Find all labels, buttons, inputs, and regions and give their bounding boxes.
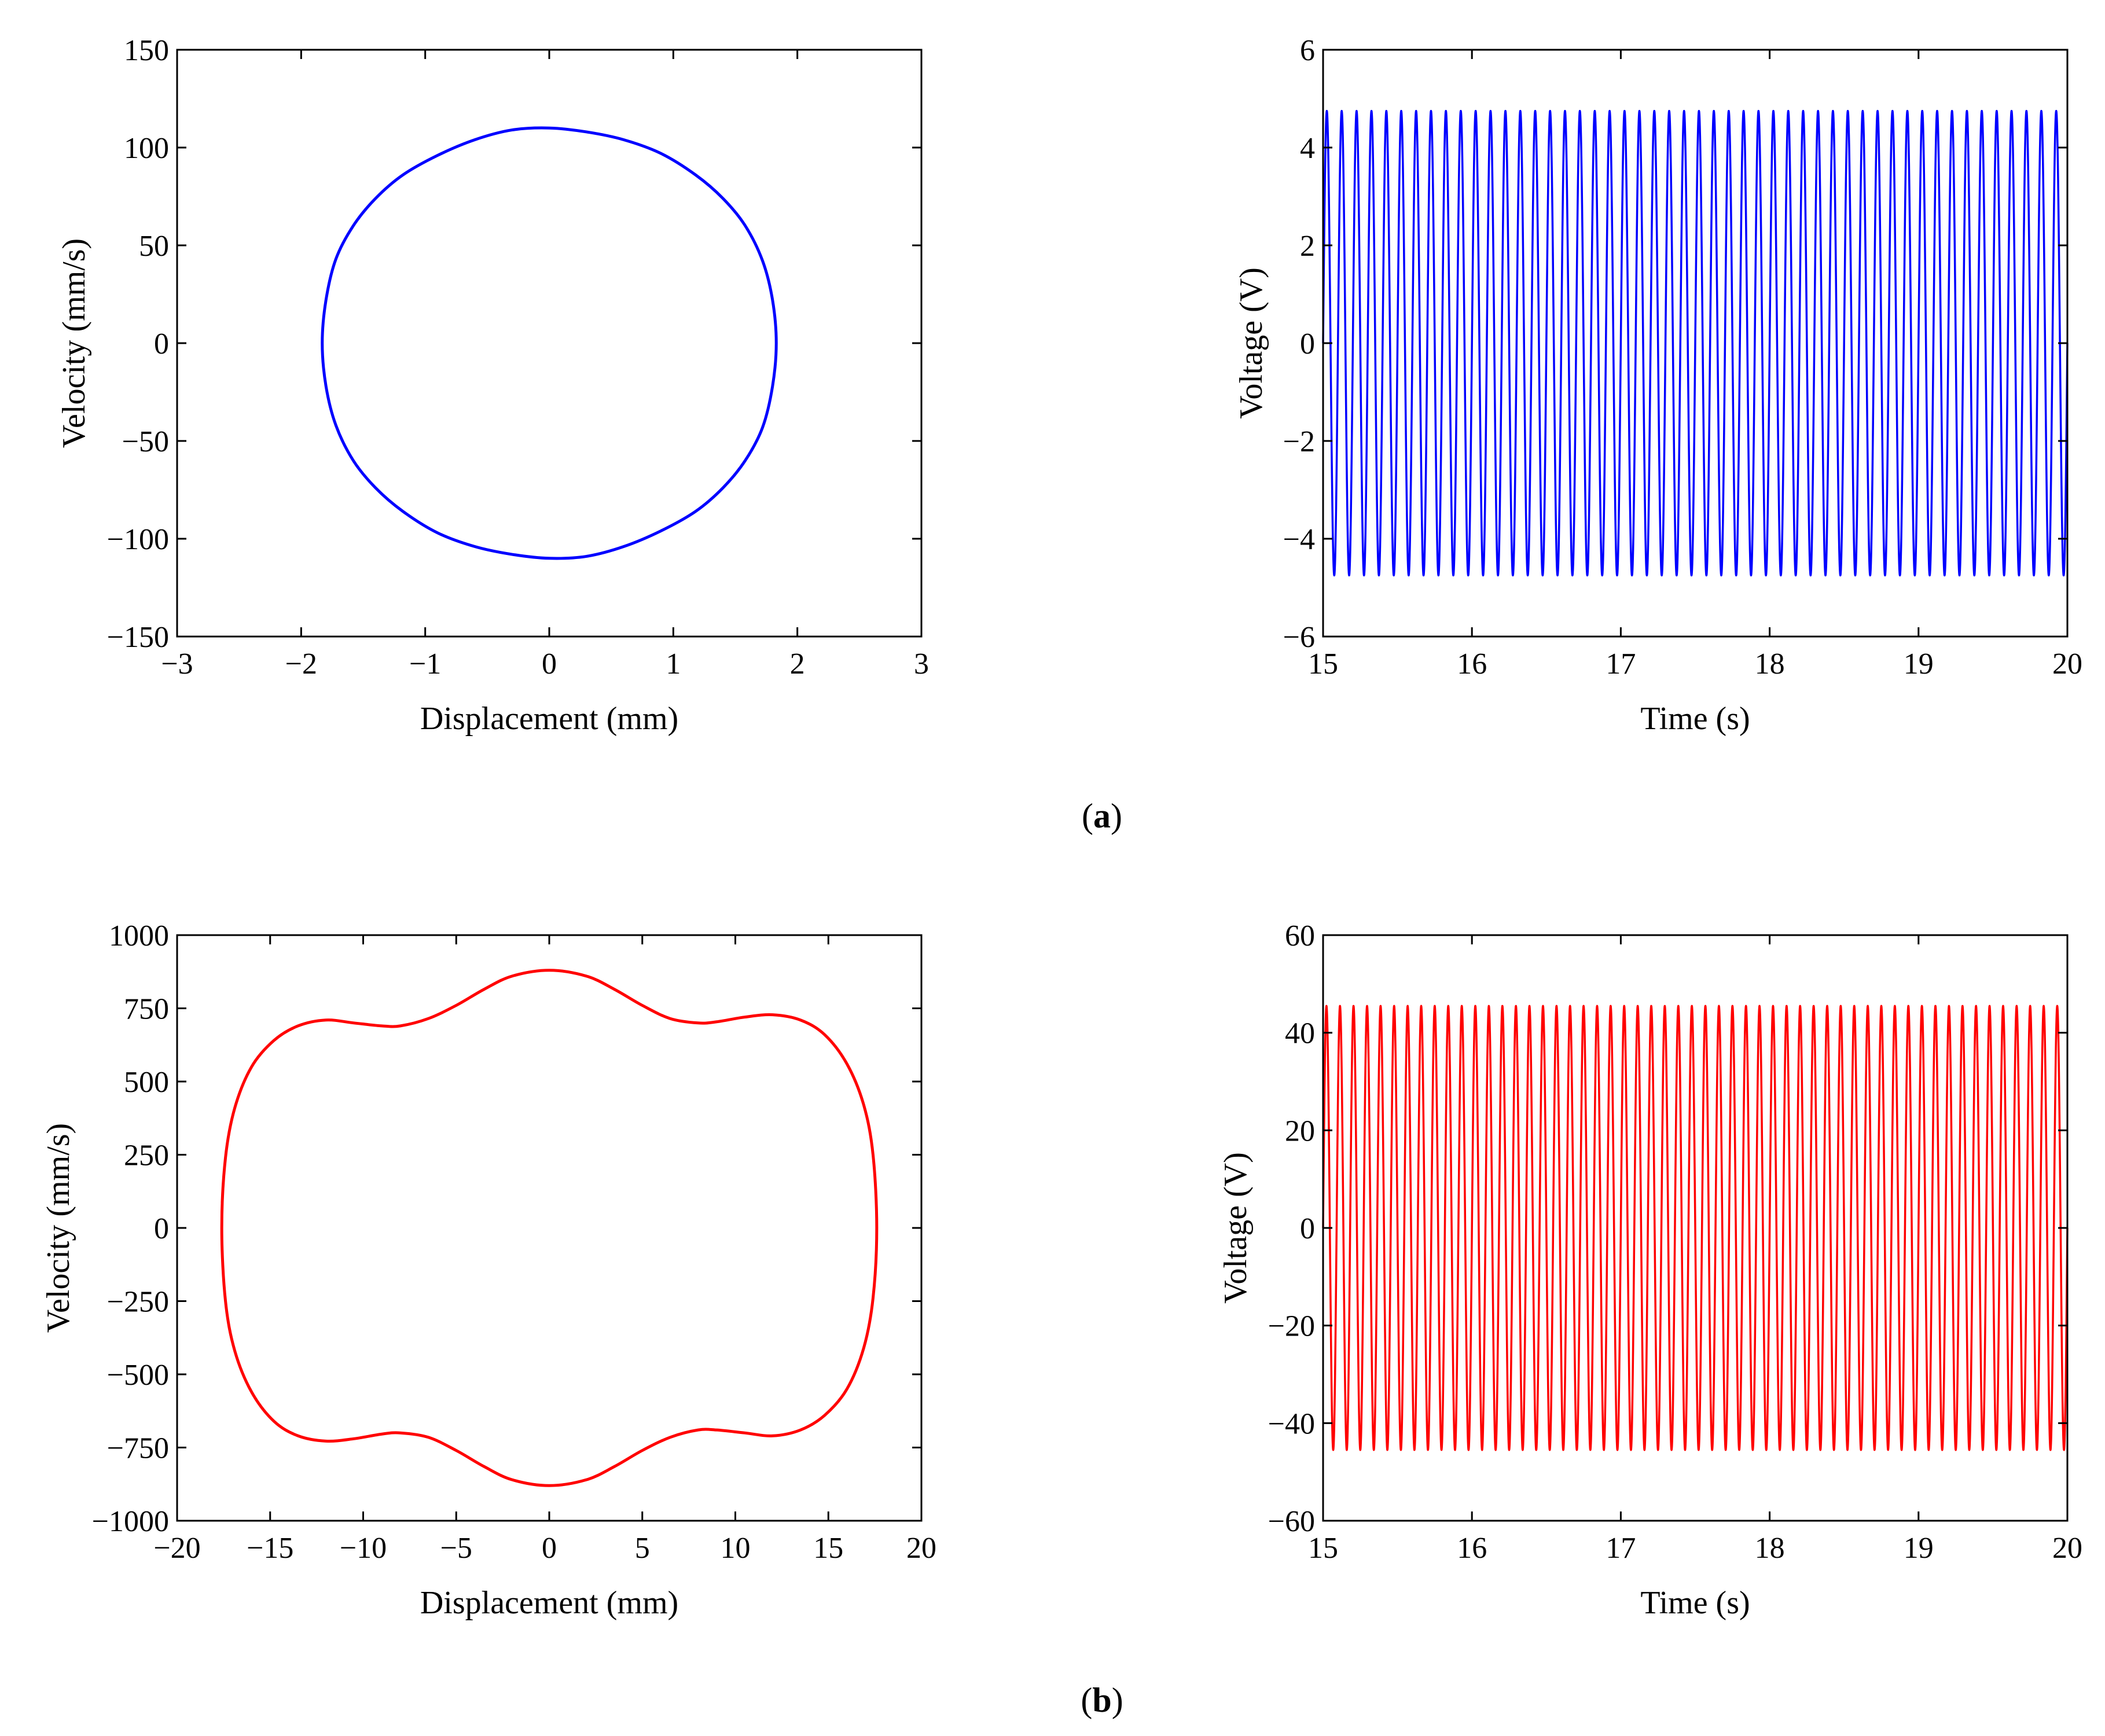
- a-voltage-y-tick-label: 4: [1300, 132, 1315, 165]
- b-phase-x-tick-label: 20: [906, 1532, 936, 1565]
- a-voltage-series-line: [1322, 109, 2069, 577]
- b-voltage-y-tick-label: −20: [1268, 1310, 1315, 1343]
- b-phase-y-tick-label: 750: [124, 993, 169, 1026]
- a-voltage-y-tick-label: 2: [1300, 230, 1315, 263]
- b-voltage-x-tick-label: 20: [2052, 1532, 2082, 1565]
- a-phase-y-tick-label: −150: [107, 621, 169, 654]
- b-phase-x-tick-label: −20: [153, 1532, 200, 1565]
- a-phase-x-tick-label: 1: [666, 648, 681, 681]
- a-phase-y-tick-label: −50: [122, 425, 169, 458]
- a-voltage-x-tick-label: 18: [1755, 648, 1785, 681]
- b-phase-chart: −20 −15 −10 −5 0 5 10 15 20 −1000 −750 −500 −250 0 250…: [41, 920, 936, 1621]
- b-voltage-x-tick-label: 18: [1755, 1532, 1785, 1565]
- b-voltage-y-tick-label: 40: [1285, 1017, 1315, 1050]
- b-voltage-chart: 15 16 17 18 19 20 −60 −40 −20 0 20 40 60 Time (s) Volt…: [1218, 920, 2082, 1621]
- panel-caption-b: (b): [1081, 1681, 1123, 1719]
- a-phase-x-tick-label: 2: [790, 648, 805, 681]
- b-voltage-x-tick-label: 16: [1457, 1532, 1487, 1565]
- b-voltage-y-tick-label: 20: [1285, 1115, 1315, 1147]
- a-phase-series-line: [321, 126, 778, 560]
- b-phase-x-tick-label: 10: [721, 1532, 751, 1565]
- b-phase-x-tick-label: −5: [440, 1532, 472, 1565]
- b-voltage-series-line: [1322, 1005, 2069, 1451]
- b-voltage-x-axis-label: Time (s): [1640, 1585, 1750, 1621]
- a-phase-x-axis-label: Displacement (mm): [420, 701, 678, 737]
- a-phase-plot-frame: [176, 49, 923, 638]
- a-phase-x-tick-label: 0: [542, 648, 557, 681]
- a-phase-x-tick-label: −2: [285, 648, 317, 681]
- charts-layer: −3 −2 −1 0 1 2 3−150−100−50050100150Displaceme…: [41, 34, 2082, 1621]
- a-phase-x-tick-label: −3: [161, 648, 193, 681]
- b-phase-y-tick-label: −1000: [92, 1505, 169, 1538]
- b-phase-x-tick-label: 5: [635, 1532, 650, 1565]
- a-phase-y-tick-label: 0: [154, 328, 169, 361]
- a-phase-x-tick-label: −1: [409, 648, 441, 681]
- b-phase-y-tick-label: −750: [107, 1432, 169, 1465]
- b-voltage-x-tick-label: 15: [1308, 1532, 1338, 1565]
- b-phase-y-tick-label: −500: [107, 1359, 169, 1392]
- b-voltage-x-tick-label: 19: [1904, 1532, 1934, 1565]
- b-voltage-y-axis-label: Voltage (V): [1218, 1152, 1254, 1304]
- a-phase-y-tick-label: 150: [124, 34, 169, 67]
- a-phase-x-tick-label: 3: [914, 648, 929, 681]
- b-phase-y-tick-label: 0: [154, 1212, 169, 1245]
- a-voltage-y-axis-label: Voltage (V): [1233, 267, 1269, 419]
- a-voltage-x-tick-label: 19: [1904, 648, 1934, 681]
- a-voltage-x-axis-label: Time (s): [1640, 701, 1750, 737]
- a-voltage-y-tick-label: 0: [1300, 328, 1315, 361]
- a-voltage-x-tick-label: 17: [1606, 648, 1636, 681]
- b-phase-x-tick-label: −15: [247, 1532, 293, 1565]
- a-phase-y-tick-label: −100: [107, 523, 169, 556]
- a-phase-chart: −3 −2 −1 0 1 2 3 −150 −100 −50 0 50 100 150 Displaceme…: [56, 34, 929, 737]
- b-phase-y-tick-label: −250: [107, 1286, 169, 1319]
- b-phase-y-axis-label: Velocity (mm/s): [41, 1123, 76, 1333]
- a-phase-y-axis-label: Velocity (mm/s): [56, 238, 92, 448]
- b-voltage-x-tick-label: 17: [1606, 1532, 1636, 1565]
- b-phase-x-axis-label: Displacement (mm): [420, 1585, 678, 1621]
- b-phase-y-tick-label: 1000: [109, 920, 169, 952]
- b-phase-y-tick-label: 500: [124, 1066, 169, 1099]
- a-voltage-chart: 15 16 17 18 19 20 −6 −4 −2 0 2 4 6 Time (s) Voltage (V…: [1233, 34, 2082, 737]
- a-voltage-x-tick-label: 20: [2052, 648, 2082, 681]
- b-phase-x-tick-label: 0: [542, 1532, 557, 1565]
- a-phase-y-tick-label: 50: [139, 230, 169, 263]
- b-phase-y-tick-label: 250: [124, 1139, 169, 1172]
- a-voltage-y-tick-label: −6: [1283, 621, 1315, 654]
- b-phase-x-tick-label: −10: [340, 1532, 387, 1565]
- a-voltage-x-tick-label: 15: [1308, 648, 1338, 681]
- b-phase-x-tick-label: 15: [813, 1532, 843, 1565]
- b-voltage-y-tick-label: 0: [1300, 1212, 1315, 1245]
- a-phase-y-tick-label: 100: [124, 132, 169, 165]
- b-voltage-y-tick-label: −60: [1268, 1505, 1315, 1538]
- b-phase-series-line: [220, 969, 879, 1487]
- b-voltage-y-tick-label: 60: [1285, 920, 1315, 952]
- a-voltage-x-tick-label: 16: [1457, 648, 1487, 681]
- a-voltage-y-tick-label: 6: [1300, 34, 1315, 67]
- b-voltage-y-tick-label: −40: [1268, 1407, 1315, 1440]
- a-voltage-y-tick-label: −4: [1283, 523, 1315, 556]
- a-voltage-y-tick-label: −2: [1283, 425, 1315, 458]
- panel-caption-a: (a): [1082, 797, 1122, 835]
